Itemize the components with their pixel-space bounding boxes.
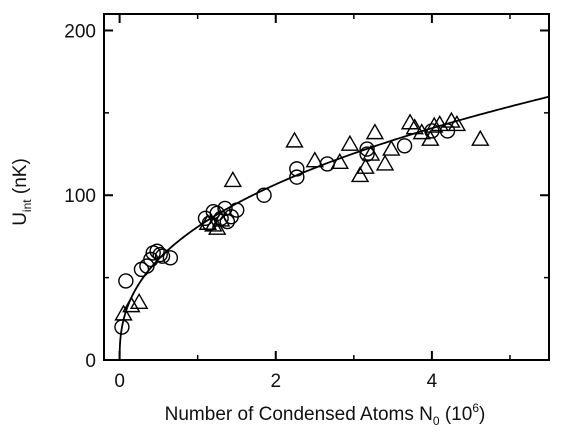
data-points-layer [114, 111, 490, 335]
circle-point [219, 213, 236, 230]
triangle-point [430, 114, 449, 132]
x-axis-label-main: Number of Condensed Atoms N [165, 404, 433, 425]
plot-frame [103, 13, 550, 361]
triangle-point [382, 139, 401, 156]
x-tick-label: 2 [270, 371, 281, 392]
y-tick-label: 200 [64, 21, 96, 42]
triangle-point [425, 116, 444, 133]
triangle-point [375, 154, 395, 171]
triangle-point [447, 114, 467, 132]
plot-area-border [103, 13, 550, 361]
triangle-point [207, 218, 227, 235]
triangle-point [356, 157, 375, 174]
triangle-point [211, 210, 231, 227]
x-axis-label-unit-suffix: ) [479, 404, 485, 425]
fit-curve-layer [118, 95, 550, 361]
triangle-point [114, 304, 133, 321]
triangle-point [285, 131, 304, 148]
circle-point [289, 169, 305, 185]
triangle-point [421, 129, 440, 146]
circle-point [396, 138, 413, 154]
circle-point [256, 187, 272, 203]
circle-point [149, 243, 165, 259]
triangle-point [471, 129, 490, 146]
x-tick-label: 4 [427, 371, 438, 392]
y-axis-label-sub: int [20, 199, 34, 212]
x-axis-label-unit-sup: 6 [472, 401, 479, 415]
y-tick-label: 100 [64, 186, 96, 207]
triangle-point [129, 292, 149, 310]
x-axis-label: Number of Condensed Atoms N0 (106) [165, 401, 486, 428]
triangle-point [405, 118, 424, 135]
ticks-layer: 0 2 4 0 100 200 [64, 14, 549, 392]
triangle-point [198, 213, 218, 230]
x-axis-label-sub: 0 [433, 414, 440, 428]
y-axis-label: Uint (nK) [10, 158, 34, 226]
triangle-point [122, 296, 141, 313]
y-axis-label-unit: (nK) [10, 158, 31, 199]
triangle-point [305, 151, 324, 168]
circle-point [289, 161, 305, 177]
fit-curve [118, 95, 550, 361]
circle-point [118, 273, 134, 289]
x-axis-label-unit-prefix: (10 [440, 404, 473, 425]
circle-point [152, 246, 168, 263]
triangle-point [340, 134, 360, 151]
circle-point [229, 202, 245, 218]
x-tick-label: 0 [114, 371, 125, 392]
circle-point [162, 250, 179, 266]
y-axis-label-main: U [10, 212, 31, 226]
circle-point [359, 141, 375, 157]
triangle-point [223, 170, 243, 188]
triangle-point [350, 166, 370, 183]
y-tick-label: 0 [85, 351, 96, 372]
triangle-point [204, 215, 223, 232]
triangle-point [365, 123, 385, 140]
triangle-point [361, 144, 381, 161]
circle-point [154, 248, 171, 264]
triangle-point [330, 152, 349, 169]
